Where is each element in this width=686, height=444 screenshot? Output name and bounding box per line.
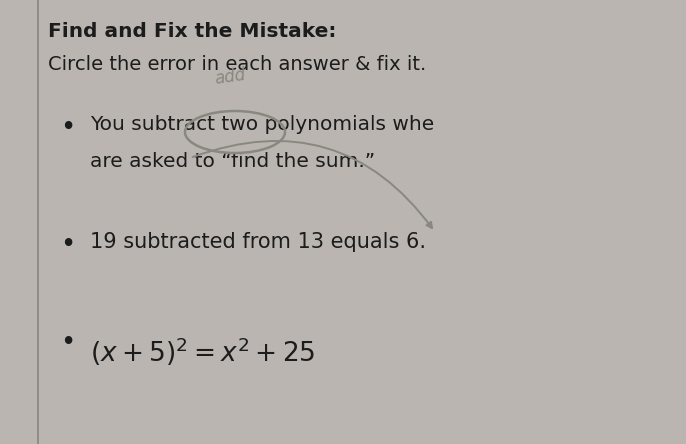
Text: •: • <box>60 232 75 258</box>
Text: $(x + 5)^2 = x^2 + 25$: $(x + 5)^2 = x^2 + 25$ <box>90 335 316 368</box>
Text: You subtract two polynomials whe: You subtract two polynomials whe <box>90 115 434 134</box>
Text: add: add <box>213 66 247 88</box>
Text: 19 subtracted from 13 equals 6.: 19 subtracted from 13 equals 6. <box>90 232 426 252</box>
Text: Circle the error in each answer & fix it.: Circle the error in each answer & fix it… <box>48 55 426 74</box>
Text: •: • <box>60 115 75 141</box>
Text: Find and Fix the Mistake:: Find and Fix the Mistake: <box>48 22 336 41</box>
Text: are asked to “find the sum.”: are asked to “find the sum.” <box>90 152 375 171</box>
FancyArrowPatch shape <box>193 141 432 228</box>
Text: •: • <box>60 330 75 356</box>
